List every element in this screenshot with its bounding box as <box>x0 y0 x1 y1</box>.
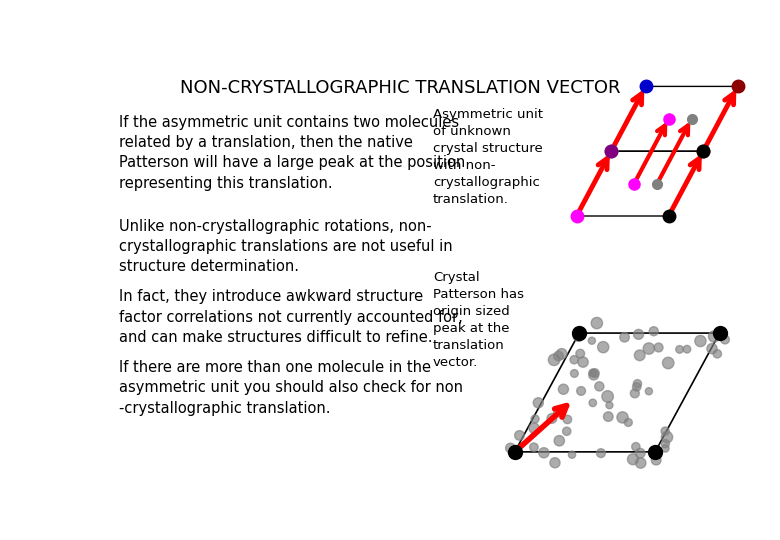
Point <box>553 436 566 445</box>
Point <box>587 399 599 407</box>
Point <box>557 385 569 394</box>
Point <box>622 418 635 427</box>
Point <box>568 369 580 378</box>
Point <box>629 389 641 397</box>
Point <box>548 355 560 364</box>
Point <box>573 332 585 340</box>
Point <box>634 458 647 467</box>
Point <box>643 344 655 353</box>
Point <box>619 333 631 342</box>
Text: NON-CRYSTALLOGRAPHIC TRANSLATION VECTOR: NON-CRYSTALLOGRAPHIC TRANSLATION VECTOR <box>179 79 620 97</box>
Point <box>629 442 642 451</box>
Point <box>681 345 693 354</box>
Point <box>532 399 544 407</box>
Point <box>587 368 599 377</box>
Point <box>529 415 541 423</box>
Point <box>630 382 643 391</box>
Point <box>593 382 605 391</box>
Point <box>586 336 598 345</box>
Point <box>643 387 655 396</box>
Point <box>587 370 600 379</box>
Point <box>616 413 629 422</box>
Point <box>566 450 578 459</box>
Point <box>546 414 558 423</box>
Point <box>652 343 665 352</box>
Point <box>590 319 603 327</box>
Point <box>633 330 645 339</box>
Text: In fact, they introduce awkward structure
factor correlations not currently acco: In fact, they introduce awkward structur… <box>119 289 463 345</box>
Point <box>659 444 672 453</box>
Point <box>626 455 639 464</box>
Point <box>561 427 573 436</box>
Point <box>647 327 660 335</box>
Point <box>662 359 675 367</box>
Point <box>711 349 724 358</box>
Point <box>659 427 672 435</box>
Point <box>601 392 614 401</box>
Point <box>633 351 646 360</box>
Point <box>603 401 615 409</box>
Point <box>594 449 607 457</box>
Point <box>552 352 565 360</box>
Point <box>548 458 561 467</box>
Point <box>718 335 731 344</box>
Point <box>504 444 516 453</box>
Point <box>659 440 672 448</box>
Text: If there are more than one molecule in the
asymmetric unit you should also check: If there are more than one molecule in t… <box>119 360 463 416</box>
Point <box>631 380 644 388</box>
Point <box>706 345 718 353</box>
Point <box>634 449 647 457</box>
Point <box>574 349 587 358</box>
Point <box>527 443 540 451</box>
Point <box>513 431 526 440</box>
Text: Unlike non-crystallographic rotations, non-
crystallographic translations are no: Unlike non-crystallographic rotations, n… <box>119 219 452 274</box>
Point <box>561 415 573 424</box>
Point <box>568 355 580 364</box>
Point <box>694 337 707 346</box>
Point <box>650 456 662 464</box>
Point <box>661 433 673 442</box>
Point <box>707 332 720 341</box>
Point <box>576 358 589 367</box>
Point <box>537 448 550 457</box>
Point <box>551 408 564 417</box>
Text: Asymmetric unit
of unknown
crystal structure
with non-
crystallographic
translat: Asymmetric unit of unknown crystal struc… <box>433 109 543 206</box>
Text: Crystal
Patterson has
origin sized
peak at the
translation
vector.: Crystal Patterson has origin sized peak … <box>433 271 524 369</box>
Point <box>673 345 686 354</box>
Point <box>589 369 601 377</box>
Point <box>575 387 587 395</box>
Point <box>597 343 609 352</box>
Point <box>555 349 568 358</box>
Point <box>602 412 615 421</box>
Point <box>528 424 541 433</box>
Text: If the asymmetric unit contains two molecules
related by a translation, then the: If the asymmetric unit contains two mole… <box>119 114 465 191</box>
